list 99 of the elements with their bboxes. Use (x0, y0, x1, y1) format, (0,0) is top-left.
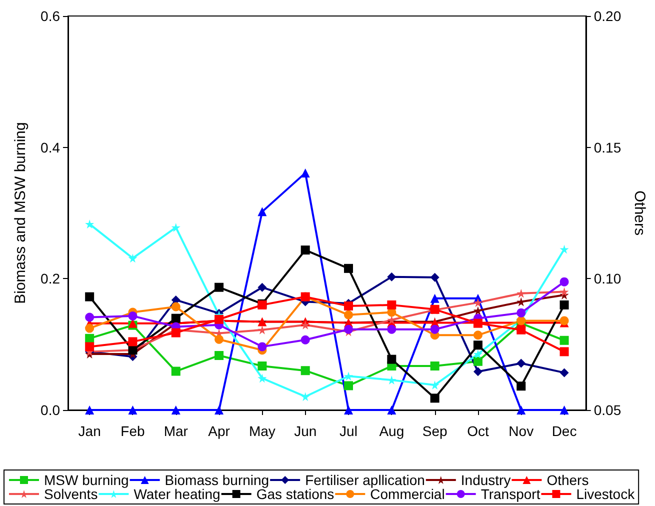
point (258, 342, 267, 352)
point (344, 264, 354, 273)
x-tick-label: Aug (379, 423, 404, 439)
point (128, 254, 138, 263)
point (560, 277, 569, 286)
y-tick-label: 0.2 (40, 270, 60, 287)
point (214, 282, 224, 292)
point (430, 324, 440, 334)
point (516, 382, 526, 391)
point (473, 356, 482, 366)
point (516, 288, 526, 298)
point (85, 292, 94, 302)
point (300, 168, 310, 178)
point (560, 336, 569, 345)
point (344, 324, 354, 334)
point (171, 314, 180, 323)
point (516, 406, 526, 414)
point (258, 362, 267, 371)
x-tick-label: Mar (164, 423, 188, 439)
x-tick-label: Nov (508, 423, 534, 439)
legend-label: Commercial (370, 486, 445, 502)
point (473, 340, 482, 350)
point (85, 406, 94, 414)
point (473, 330, 482, 340)
legend-label: MSW burning (44, 472, 129, 488)
legend-label: Water heating (134, 486, 220, 502)
y2-tick-label: 0.05 (594, 402, 622, 418)
legend-label: Biomass burning (164, 472, 270, 488)
point (171, 222, 180, 232)
point (516, 325, 526, 334)
point (258, 207, 267, 216)
point (171, 328, 180, 338)
point (387, 324, 396, 334)
x-tick-label: Jun (294, 423, 317, 439)
x-tick-label: Jul (340, 423, 358, 439)
point (85, 324, 94, 333)
x-tick-label: Apr (208, 423, 230, 439)
y-axis-title: Biomass and MSW burning (12, 122, 29, 304)
point (516, 358, 526, 368)
point (430, 294, 440, 303)
point (214, 406, 224, 414)
point (214, 350, 224, 360)
point (171, 302, 180, 312)
point (85, 220, 94, 229)
point (560, 347, 569, 356)
point (560, 244, 569, 254)
legend-label: Solvents (44, 486, 98, 502)
point (430, 394, 440, 403)
point (344, 372, 354, 381)
y2-axis-title: Others (631, 190, 648, 236)
point (516, 308, 526, 318)
legend-label: Livestock (576, 486, 636, 502)
point (344, 301, 354, 310)
y-tick-label: 0.0 (40, 402, 60, 418)
legend-label: Industry (460, 472, 511, 488)
point (560, 300, 569, 310)
x-tick-label: May (248, 423, 276, 439)
legend-label: Fertiliser apllication (305, 472, 425, 488)
point (128, 337, 138, 346)
point (560, 406, 569, 414)
point (387, 272, 396, 282)
point (560, 287, 569, 296)
y-tick-label: 0.6 (40, 8, 60, 24)
y-tick-label: 0.4 (40, 139, 60, 156)
point (387, 300, 396, 310)
point (300, 335, 310, 344)
point (85, 342, 94, 352)
y2-tick-label: 0.20 (594, 8, 622, 24)
point (300, 320, 310, 330)
point (560, 368, 569, 378)
point (473, 350, 482, 359)
point (473, 367, 482, 376)
point (430, 272, 440, 282)
point (344, 381, 354, 390)
point (387, 406, 396, 414)
x-tick-label: Oct (467, 423, 489, 439)
point (473, 298, 482, 308)
point (128, 406, 138, 414)
legend-label: Others (546, 472, 589, 488)
point (128, 311, 138, 320)
point (171, 366, 180, 376)
x-tick-label: Jan (78, 423, 101, 439)
point (258, 282, 267, 292)
point (300, 246, 310, 255)
y2-tick-label: 0.10 (594, 270, 622, 287)
point (214, 334, 224, 344)
point (344, 310, 354, 320)
point (300, 392, 310, 402)
x-tick-label: Dec (552, 423, 577, 439)
point (387, 354, 396, 364)
point (300, 366, 310, 376)
point (430, 362, 440, 371)
x-tick-label: Sep (422, 423, 448, 439)
point (258, 374, 267, 383)
point (171, 406, 180, 414)
point (85, 312, 94, 322)
x-tick-label: Feb (120, 423, 146, 439)
point (344, 406, 354, 414)
y2-tick-label: 0.15 (594, 139, 622, 156)
